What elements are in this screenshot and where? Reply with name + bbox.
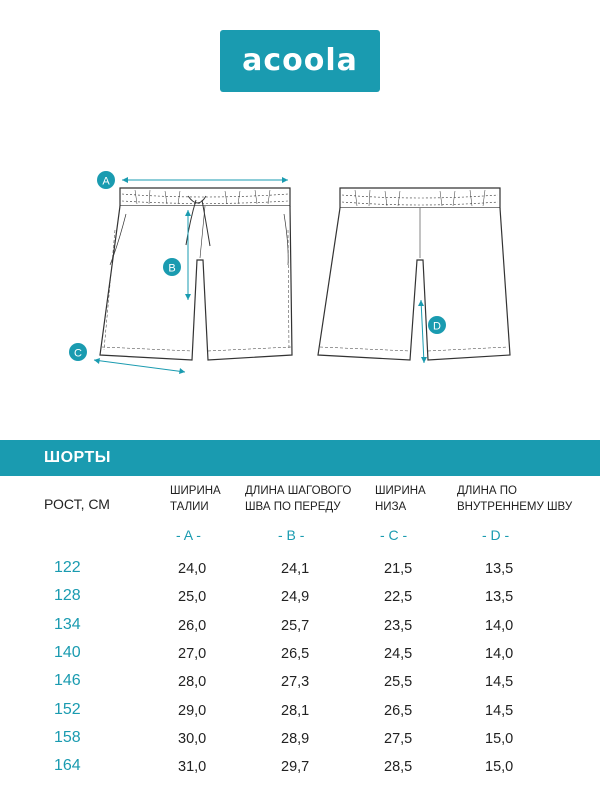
column-header-front-crotch-length: ДЛИНА ШАГОВОГО ШВА ПО ПЕРЕДУ [245, 485, 352, 513]
value-waist: 28,0 [178, 674, 207, 690]
size-label: 122 [54, 559, 81, 576]
shorts-front-view [99, 187, 293, 361]
size-label: 140 [54, 644, 81, 661]
value-inseam: 13,5 [485, 589, 514, 605]
marker-b: B [163, 258, 181, 276]
brand-logo-text: acoola [242, 43, 358, 78]
column-code-d: - D - [482, 527, 510, 543]
marker-c: C [69, 343, 87, 361]
value-hem: 27,5 [384, 731, 413, 747]
svg-text:C: C [74, 348, 82, 360]
value-waist: 25,0 [178, 589, 207, 605]
value-hem: 21,5 [384, 561, 413, 577]
column-code-b: - B - [278, 527, 305, 543]
size-label: 152 [54, 701, 81, 718]
column-code-a: - A - [176, 527, 201, 543]
value-inseam: 15,0 [485, 759, 514, 775]
column-header-waist-width: ШИРИНА ТАЛИИ [170, 485, 221, 513]
measurement-guides [93, 177, 427, 374]
row-header-height: РОСТ, СМ [44, 496, 110, 512]
value-inseam: 13,5 [485, 561, 514, 577]
value-crotch: 29,7 [281, 759, 310, 775]
marker-a: A [97, 171, 115, 189]
value-waist: 27,0 [178, 646, 207, 662]
value-hem: 28,5 [384, 759, 413, 775]
svg-text:D: D [433, 321, 441, 333]
value-crotch: 28,1 [281, 703, 310, 719]
shorts-technical-drawing: A B C D [69, 171, 511, 374]
value-crotch: 25,7 [281, 618, 310, 634]
value-hem: 23,5 [384, 618, 413, 634]
value-crotch: 27,3 [281, 674, 310, 690]
table-title-band: ШОРТЫ [0, 440, 600, 476]
value-inseam: 14,0 [485, 618, 514, 634]
svg-text:B: B [168, 263, 175, 275]
value-crotch: 26,5 [281, 646, 310, 662]
column-code-c: - C - [380, 527, 408, 543]
column-header-inseam-length: ДЛИНА ПО ВНУТРЕННЕМУ ШВУ [457, 485, 573, 513]
value-waist: 26,0 [178, 618, 207, 634]
value-hem: 22,5 [384, 589, 413, 605]
value-crotch: 28,9 [281, 731, 310, 747]
value-inseam: 14,5 [485, 674, 514, 690]
size-label: 128 [54, 587, 81, 604]
column-header-hem-width: ШИРИНА НИЗА [375, 485, 426, 513]
value-waist: 31,0 [178, 759, 207, 775]
size-label: 158 [54, 729, 81, 746]
value-crotch: 24,1 [281, 561, 310, 577]
size-label: 164 [54, 757, 81, 774]
value-waist: 30,0 [178, 731, 207, 747]
value-hem: 24,5 [384, 646, 413, 662]
size-label: 146 [54, 672, 81, 689]
value-waist: 24,0 [178, 561, 207, 577]
value-inseam: 14,5 [485, 703, 514, 719]
shorts-back-view [317, 187, 511, 361]
value-inseam: 14,0 [485, 646, 514, 662]
value-hem: 26,5 [384, 703, 413, 719]
value-inseam: 15,0 [485, 731, 514, 747]
value-waist: 29,0 [178, 703, 207, 719]
marker-d: D [428, 316, 446, 334]
table-title: ШОРТЫ [44, 449, 111, 466]
value-hem: 25,5 [384, 674, 413, 690]
svg-text:A: A [102, 176, 110, 188]
size-label: 134 [54, 616, 81, 633]
brand-logo: acoola [220, 30, 380, 92]
value-crotch: 24,9 [281, 589, 310, 605]
